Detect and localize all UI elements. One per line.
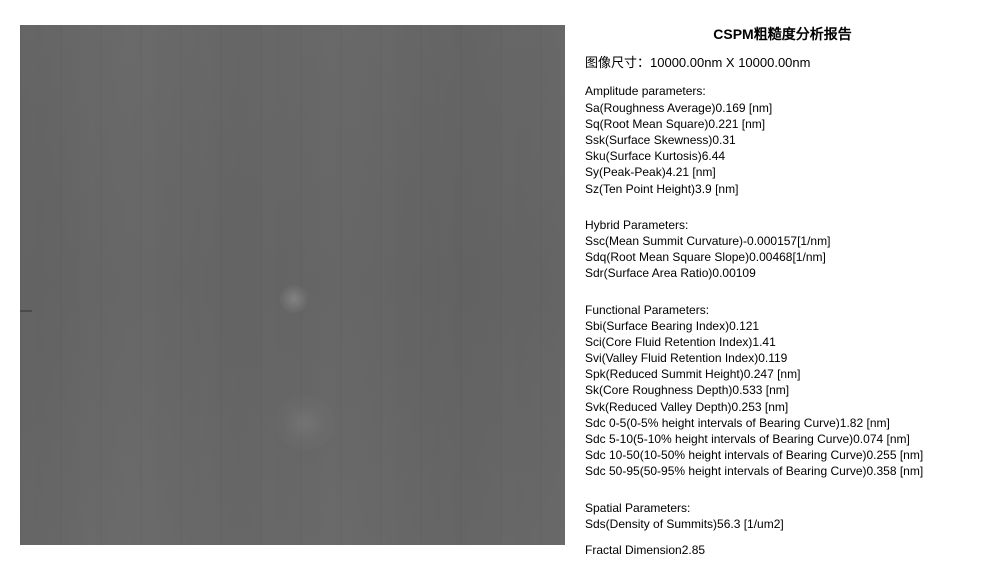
dimensions-value: 10000.00nm X 10000.00nm [650,55,810,70]
param-sy: Sy(Peak-Peak)4.21 [nm] [585,164,980,180]
param-fractal: Fractal Dimension2.85 [585,542,980,558]
report-title: CSPM粗糙度分析报告 [585,25,980,44]
param-svk: Svk(Reduced Valley Depth)0.253 [nm] [585,399,980,415]
image-feature-blob [275,395,335,450]
functional-header: Functional Parameters: [585,302,980,318]
param-sk: Sk(Core Roughness Depth)0.533 [nm] [585,382,980,398]
report-data-panel: CSPM粗糙度分析报告 图像尺寸：10000.00nm X 10000.00nm… [585,25,980,538]
dimensions-label: 图像尺寸： [585,55,650,70]
param-sku: Sku(Surface Kurtosis)6.44 [585,148,980,164]
param-sdc5095: Sdc 50-95(50-95% height intervals of Bea… [585,463,980,479]
param-sq: Sq(Root Mean Square)0.221 [nm] [585,116,980,132]
param-sdr: Sdr(Surface Area Ratio)0.00109 [585,265,980,281]
param-ssc: Ssc(Mean Summit Curvature)-0.000157[1/nm… [585,233,980,249]
param-sdc05: Sdc 0-5(0-5% height intervals of Bearing… [585,415,980,431]
param-sci: Sci(Core Fluid Retention Index)1.41 [585,334,980,350]
param-sdc510: Sdc 5-10(5-10% height intervals of Beari… [585,431,980,447]
param-sdq: Sdq(Root Mean Square Slope)0.00468[1/nm] [585,249,980,265]
param-ssk: Ssk(Surface Skewness)0.31 [585,132,980,148]
param-sz: Sz(Ten Point Height)3.9 [nm] [585,181,980,197]
param-sds: Sds(Density of Summits)56.3 [1/um2] [585,516,980,532]
param-sdc1050: Sdc 10-50(10-50% height intervals of Bea… [585,447,980,463]
microscopy-image [20,25,565,545]
spatial-header: Spatial Parameters: [585,500,980,516]
param-spk: Spk(Reduced Summit Height)0.247 [nm] [585,366,980,382]
param-sbi: Sbi(Surface Bearing Index)0.121 [585,318,980,334]
hybrid-header: Hybrid Parameters: [585,217,980,233]
amplitude-header: Amplitude parameters: [585,83,980,99]
image-tick-mark [20,310,32,312]
param-sa: Sa(Roughness Average)0.169 [nm] [585,100,980,116]
param-svi: Svi(Valley Fluid Retention Index)0.119 [585,350,980,366]
image-dimensions: 图像尺寸：10000.00nm X 10000.00nm [585,54,980,72]
